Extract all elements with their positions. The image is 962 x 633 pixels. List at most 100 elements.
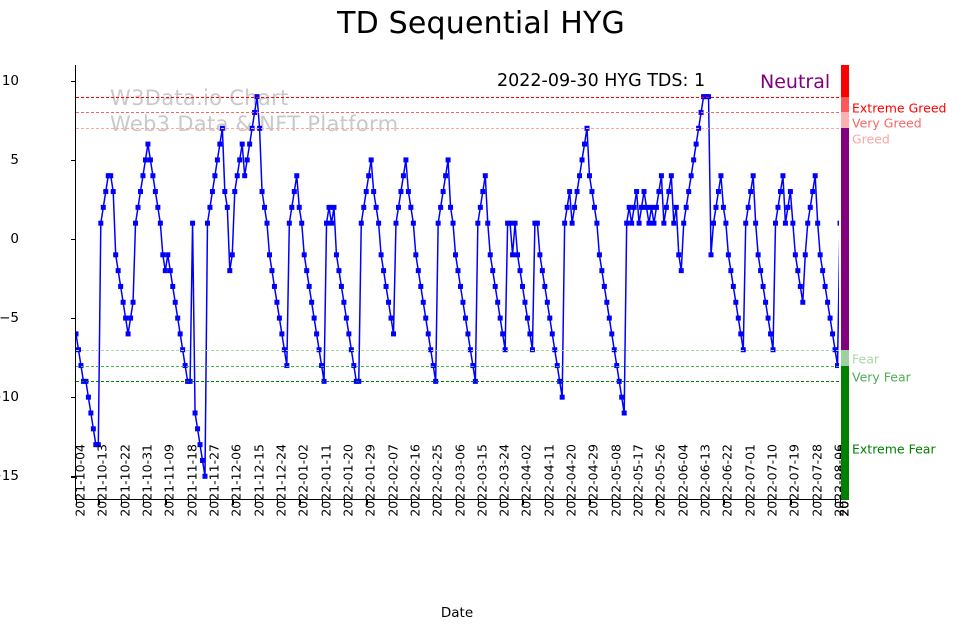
series-marker (271, 283, 277, 289)
series-marker (792, 252, 798, 258)
x-axis-tick-mark (840, 500, 842, 505)
x-axis-tick-mark (455, 500, 457, 505)
x-axis-tick-label: 2022-03-15 (474, 444, 490, 517)
x-axis-tick-mark (120, 500, 122, 505)
series-marker (448, 204, 454, 210)
series-marker (405, 189, 411, 195)
series-marker (671, 220, 677, 226)
series-marker (782, 220, 788, 226)
series-marker (378, 252, 384, 258)
plot-canvas (76, 65, 839, 499)
series-marker (391, 331, 397, 337)
series-marker (152, 189, 158, 195)
series-marker (822, 283, 828, 289)
series-marker (95, 442, 101, 448)
series-marker (294, 173, 300, 179)
series-marker (438, 204, 444, 210)
series-marker (785, 204, 791, 210)
series-marker (631, 204, 637, 210)
series-marker (758, 268, 764, 274)
x-axis-tick-mark (745, 500, 748, 505)
series-marker (192, 410, 198, 416)
series-marker (361, 204, 367, 210)
series-marker (229, 252, 235, 258)
series-marker (462, 315, 468, 321)
series-marker (279, 331, 285, 337)
series-marker (720, 204, 726, 210)
series-marker (366, 173, 372, 179)
series-marker (827, 315, 833, 321)
series-marker (562, 220, 568, 226)
series-marker (386, 299, 392, 305)
series-marker (691, 157, 697, 163)
x-axis-tick-label: 2022-04-11 (541, 444, 557, 517)
series-marker (110, 189, 116, 195)
series-marker (324, 220, 330, 226)
series-marker (743, 220, 749, 226)
x-axis-tick-mark (723, 500, 725, 505)
series-marker (639, 204, 645, 210)
series-marker (817, 252, 823, 258)
series-marker (301, 252, 307, 258)
x-axis-tick-label: 2021-12-15 (251, 444, 267, 517)
series-marker (388, 315, 394, 321)
series-marker (326, 204, 332, 210)
series-marker (289, 204, 295, 210)
y-axis-tick-label: 5 (10, 151, 19, 168)
series-marker (304, 268, 310, 274)
series-marker (343, 315, 349, 321)
threshold-line (76, 349, 839, 351)
series-marker (103, 189, 109, 195)
x-axis-tick-mark (299, 500, 301, 505)
series-marker (579, 157, 585, 163)
series-marker (567, 189, 573, 195)
series-marker (145, 141, 151, 147)
series-marker (713, 204, 719, 210)
series-marker (810, 189, 816, 195)
series-marker (76, 331, 79, 337)
series-marker (170, 283, 176, 289)
x-axis-tick-label: 2022-02-16 (407, 444, 423, 517)
series-marker (624, 220, 630, 226)
series-marker (331, 204, 337, 210)
x-axis-tick-label: 2022-05-17 (630, 444, 646, 517)
series-marker (410, 220, 416, 226)
series-marker (133, 220, 139, 226)
series-marker (750, 173, 756, 179)
series-marker (547, 315, 553, 321)
y-axis-tick-label: −5 (0, 310, 19, 327)
series-marker (338, 283, 344, 289)
series-marker (730, 283, 736, 289)
series-marker (457, 283, 463, 289)
threshold-label: Very Fear (852, 369, 911, 385)
x-axis-tick-mark (388, 500, 390, 505)
x-axis-tick-label: 2022-01-29 (362, 444, 378, 517)
y-axis-tick-mark (71, 80, 76, 83)
x-axis-tick-mark (701, 500, 703, 505)
series-marker (676, 252, 682, 258)
series-marker (123, 315, 129, 321)
chart-title: TD Sequential HYG (337, 6, 625, 41)
y-axis-tick-mark (71, 476, 76, 478)
threshold-label: Greed (852, 131, 890, 147)
series-marker (582, 141, 588, 147)
threshold-label: Very Greed (852, 115, 922, 131)
series-marker (306, 283, 312, 289)
sentiment-colorbar-segment (841, 96, 849, 113)
series-marker (549, 331, 555, 337)
x-axis-tick-mark (477, 500, 480, 505)
series-marker (805, 220, 811, 226)
series-marker (586, 173, 592, 179)
y-axis-tick-label: 10 (1, 72, 19, 89)
series-marker (227, 268, 233, 274)
series-marker (328, 220, 334, 226)
x-axis-tick-mark (433, 500, 435, 505)
series-marker (465, 331, 471, 337)
series-marker (512, 220, 518, 226)
x-axis-tick-mark (76, 500, 78, 505)
series-marker (242, 173, 248, 179)
series-marker (574, 189, 580, 195)
series-marker (418, 283, 424, 289)
series-marker (775, 204, 781, 210)
series-marker (534, 220, 540, 226)
